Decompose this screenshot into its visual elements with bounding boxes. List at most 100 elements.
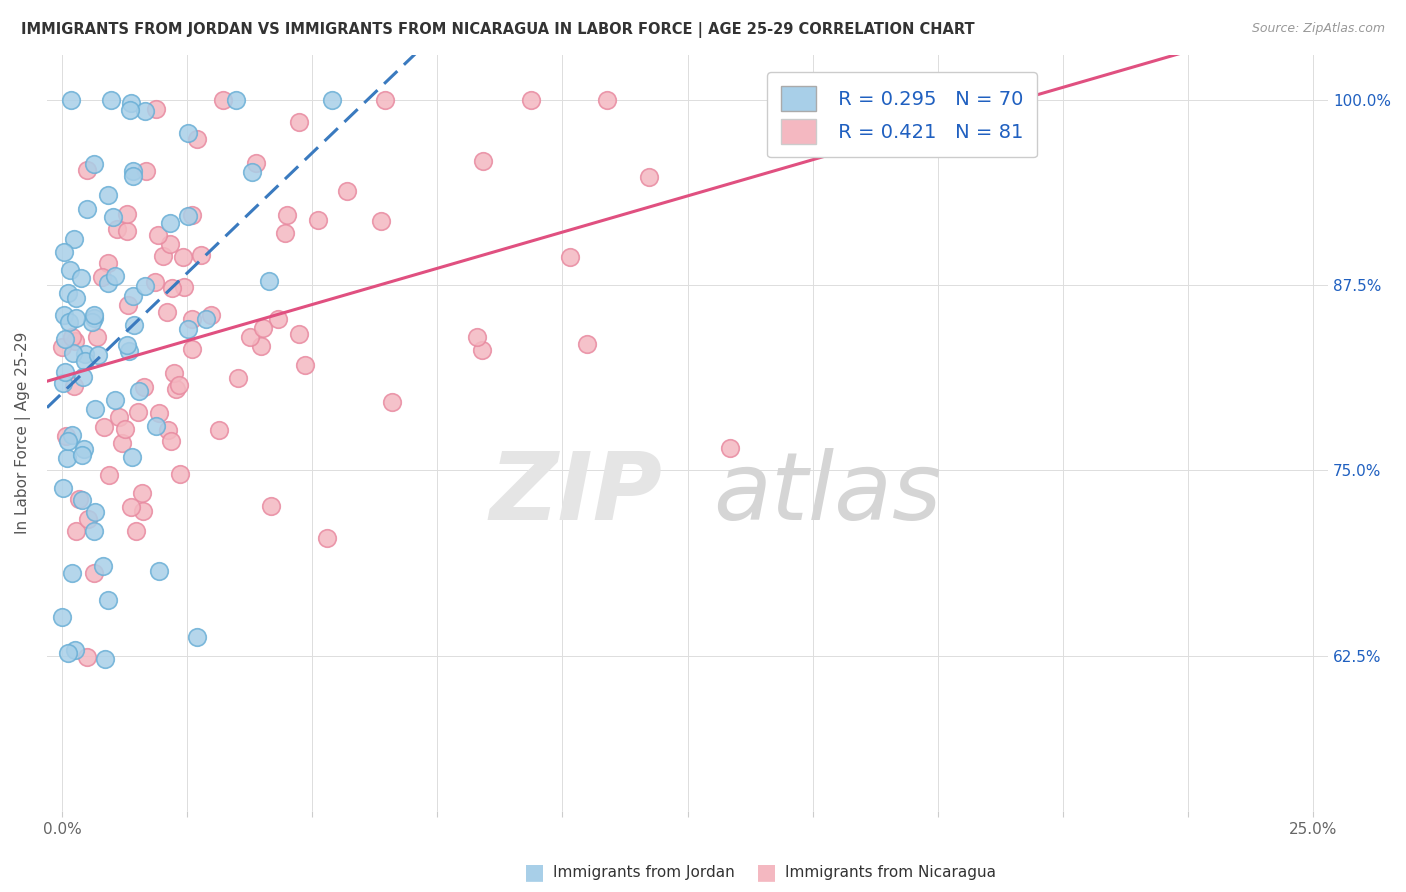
Point xyxy=(307,213,329,227)
Point xyxy=(160,434,183,448)
Point xyxy=(52,481,75,495)
Point xyxy=(131,486,153,500)
Text: ■: ■ xyxy=(524,863,544,882)
Point xyxy=(169,467,191,481)
Point xyxy=(720,441,742,455)
Point xyxy=(177,126,200,140)
Point xyxy=(51,340,73,354)
Point xyxy=(103,210,125,224)
Point xyxy=(321,93,343,107)
Text: Immigrants from Jordan: Immigrants from Jordan xyxy=(553,865,734,880)
Point xyxy=(159,236,181,251)
Point xyxy=(121,450,143,464)
Point xyxy=(172,250,194,264)
Point xyxy=(70,448,93,462)
Point xyxy=(52,308,75,322)
Point xyxy=(208,423,231,437)
Point xyxy=(465,330,488,344)
Point xyxy=(97,593,120,607)
Point xyxy=(100,93,122,107)
Point xyxy=(83,308,105,322)
Point xyxy=(200,308,222,322)
Point xyxy=(104,392,127,407)
Point xyxy=(128,384,150,399)
Point xyxy=(287,115,309,129)
Point xyxy=(252,321,274,335)
Point xyxy=(121,164,143,178)
Point xyxy=(127,404,149,418)
Point xyxy=(374,93,396,107)
Text: IMMIGRANTS FROM JORDAN VS IMMIGRANTS FROM NICARAGUA IN LABOR FORCE | AGE 25-29 C: IMMIGRANTS FROM JORDAN VS IMMIGRANTS FRO… xyxy=(21,22,974,38)
Point xyxy=(194,311,217,326)
Point xyxy=(560,250,582,264)
Point xyxy=(162,281,184,295)
Point xyxy=(240,165,263,179)
Point xyxy=(69,271,91,285)
Point xyxy=(120,96,142,111)
Point xyxy=(52,376,75,391)
Point xyxy=(53,365,76,379)
Point xyxy=(65,643,87,657)
Point xyxy=(471,343,494,357)
Point xyxy=(167,378,190,392)
Point xyxy=(156,423,179,437)
Point xyxy=(225,93,247,107)
Point xyxy=(257,274,280,288)
Point xyxy=(638,169,661,184)
Point xyxy=(135,163,157,178)
Point xyxy=(259,499,281,513)
Point xyxy=(65,524,87,538)
Point xyxy=(51,610,73,624)
Point xyxy=(370,214,392,228)
Y-axis label: In Labor Force | Age 25-29: In Labor Force | Age 25-29 xyxy=(15,332,31,534)
Point xyxy=(181,208,204,222)
Point xyxy=(152,249,174,263)
Point xyxy=(110,436,132,450)
Point xyxy=(56,285,79,300)
Point xyxy=(239,330,262,344)
Point xyxy=(381,395,404,409)
Point xyxy=(83,157,105,171)
Point xyxy=(114,422,136,436)
Point xyxy=(146,227,169,242)
Point xyxy=(76,162,98,177)
Point xyxy=(58,315,80,329)
Point xyxy=(56,450,79,465)
Point xyxy=(83,310,105,325)
Point xyxy=(145,419,167,434)
Point xyxy=(118,343,141,358)
Point xyxy=(58,646,80,660)
Point xyxy=(115,224,138,238)
Point xyxy=(336,184,359,198)
Point xyxy=(73,354,96,368)
Point xyxy=(134,278,156,293)
Point xyxy=(97,255,120,269)
Text: Source: ZipAtlas.com: Source: ZipAtlas.com xyxy=(1251,22,1385,36)
Point xyxy=(72,492,94,507)
Point xyxy=(91,558,114,573)
Point xyxy=(55,429,77,443)
Point xyxy=(316,531,339,545)
Point xyxy=(117,338,139,352)
Point xyxy=(117,298,139,312)
Point xyxy=(115,207,138,221)
Point xyxy=(132,504,155,518)
Point xyxy=(156,304,179,318)
Point xyxy=(576,337,599,351)
Point xyxy=(180,342,202,356)
Point xyxy=(94,652,117,666)
Point xyxy=(97,277,120,291)
Point xyxy=(250,339,273,353)
Point xyxy=(104,268,127,283)
Point xyxy=(72,442,94,456)
Point xyxy=(63,232,86,246)
Point xyxy=(93,419,115,434)
Point xyxy=(86,348,108,362)
Text: ZIP: ZIP xyxy=(489,448,662,540)
Point xyxy=(125,524,148,538)
Text: ■: ■ xyxy=(756,863,776,882)
Point xyxy=(520,93,543,107)
Point xyxy=(107,410,129,425)
Point xyxy=(148,564,170,578)
Point xyxy=(173,280,195,294)
